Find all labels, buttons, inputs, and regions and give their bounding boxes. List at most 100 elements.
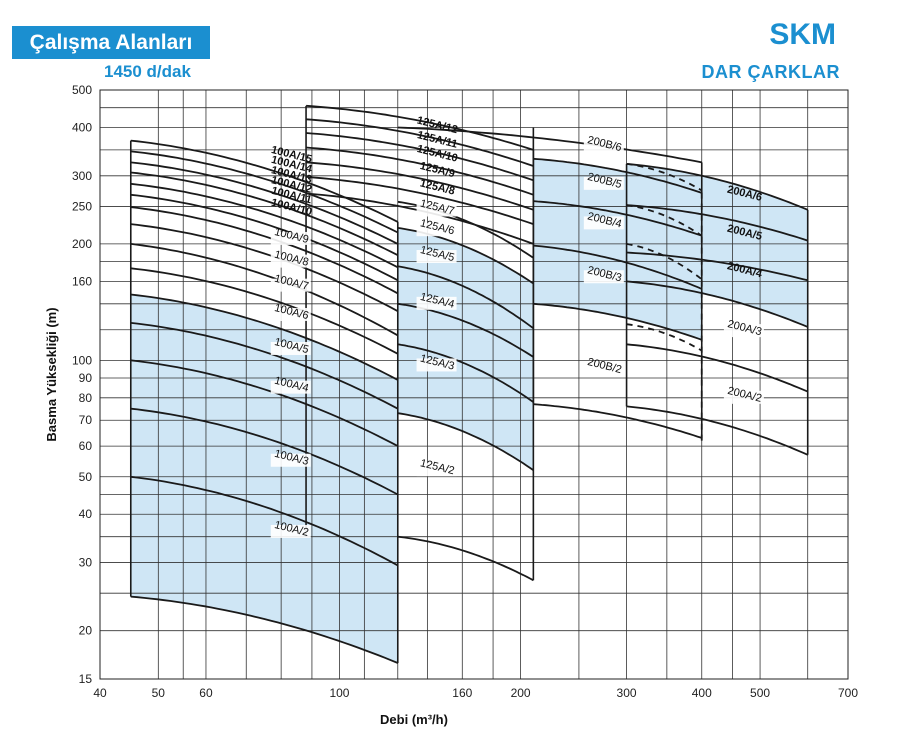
label-backdrop bbox=[270, 380, 311, 394]
label-backdrop bbox=[270, 231, 311, 245]
curve-200b-3 bbox=[533, 302, 703, 341]
curve-200a-1 bbox=[626, 405, 809, 456]
y-tick-label: 20 bbox=[79, 624, 93, 638]
y-tick-label: 100 bbox=[72, 353, 92, 367]
label-backdrop bbox=[270, 453, 311, 467]
curve-125a-1 bbox=[397, 412, 534, 471]
y-tick-label: 70 bbox=[79, 413, 93, 427]
y-tick-label: 500 bbox=[72, 83, 92, 97]
curve-125a-2 bbox=[397, 343, 534, 403]
label-backdrop bbox=[583, 361, 624, 375]
curve-100a-8 bbox=[130, 223, 399, 312]
curve-200b-4 bbox=[533, 244, 703, 290]
dashed-curve bbox=[626, 163, 703, 192]
curve-125a-11 bbox=[306, 132, 534, 182]
curve-100a-15 bbox=[130, 139, 399, 223]
curve-200a-3 bbox=[626, 280, 809, 328]
label-backdrop bbox=[583, 216, 624, 230]
axes: Debi (m³/h) Basma Yüksekliği (m) 40 50 60 1… bbox=[44, 83, 858, 727]
label-backdrop bbox=[270, 278, 311, 292]
y-axis-title: Basma Yüksekliği (m) bbox=[44, 307, 59, 441]
curve-100a-1 bbox=[130, 475, 399, 567]
curve-200b-5 bbox=[533, 200, 703, 237]
label-backdrop bbox=[723, 390, 764, 404]
label-backdrop bbox=[583, 176, 624, 190]
curve-125a-10 bbox=[306, 146, 534, 196]
y-tick-label: 250 bbox=[72, 199, 92, 213]
x-tick-label: 200 bbox=[511, 686, 531, 700]
curve-100a-11 bbox=[130, 182, 399, 269]
label-backdrop bbox=[270, 341, 311, 355]
dashed-curve bbox=[626, 323, 703, 352]
x-axis-title: Debi (m³/h) bbox=[380, 712, 448, 727]
y-tick-label: 40 bbox=[79, 507, 93, 521]
x-tick-label: 100 bbox=[329, 686, 349, 700]
curve-200a-6 bbox=[626, 163, 809, 211]
y-tick-label: 15 bbox=[79, 672, 93, 686]
y-tick-label: 400 bbox=[72, 120, 92, 134]
shaded-region-1 bbox=[130, 294, 398, 663]
pump-curves bbox=[129, 104, 809, 664]
curve-100a-4 bbox=[130, 322, 399, 410]
label-backdrop bbox=[416, 203, 457, 217]
shaded-region-2 bbox=[397, 227, 534, 471]
chart-title: Çalışma Alanları bbox=[29, 31, 193, 54]
curve-125a-12 bbox=[306, 118, 534, 167]
grid bbox=[99, 89, 849, 680]
curve-125a-8 bbox=[306, 176, 534, 225]
y-tick-label: 80 bbox=[79, 391, 93, 405]
curve-100a-0 bbox=[130, 595, 399, 664]
curve-100a-10 bbox=[130, 193, 399, 282]
curve-200b-2 bbox=[533, 403, 703, 439]
label-backdrop bbox=[416, 463, 457, 477]
curve-100a-12 bbox=[130, 171, 399, 257]
label-backdrop bbox=[270, 524, 311, 538]
x-tick-label: 500 bbox=[750, 686, 770, 700]
label-backdrop bbox=[416, 358, 457, 372]
dashed-curve bbox=[626, 243, 703, 281]
x-tick-label: 50 bbox=[152, 686, 166, 700]
y-tick-label: 60 bbox=[79, 439, 93, 453]
curve-125a-0 bbox=[397, 535, 534, 582]
curve-labels: 100A/15100A/14100A/13100A/12100A/11100A/… bbox=[270, 115, 764, 540]
label-backdrop bbox=[583, 140, 624, 154]
label-backdrop bbox=[270, 307, 311, 321]
brand-label: SKM bbox=[769, 18, 836, 51]
curve-200b-6 bbox=[533, 157, 703, 194]
y-tick-label: 50 bbox=[79, 470, 93, 484]
plot-frame bbox=[99, 89, 849, 680]
curve-125a-4 bbox=[397, 265, 534, 330]
curve-100a-13 bbox=[130, 161, 399, 245]
speed-label: 1450 d/dak bbox=[104, 62, 191, 81]
dashed-curve bbox=[626, 204, 703, 237]
curve-100a-2 bbox=[130, 407, 399, 496]
label-backdrop bbox=[270, 254, 311, 268]
x-tick-label: 60 bbox=[199, 686, 213, 700]
curve-100a-7 bbox=[130, 243, 399, 337]
curve-200b-7 bbox=[397, 126, 702, 164]
x-tick-label: 300 bbox=[617, 686, 637, 700]
curve-200a-4 bbox=[626, 251, 808, 282]
label-backdrop bbox=[416, 223, 457, 237]
y-tick-label: 200 bbox=[72, 237, 92, 251]
label-backdrop bbox=[723, 324, 764, 338]
x-tick-label: 40 bbox=[93, 686, 107, 700]
curve-125a-13 bbox=[306, 104, 534, 151]
x-tick-label: 160 bbox=[452, 686, 472, 700]
curve-100a-3 bbox=[130, 359, 399, 447]
shaded-region-4 bbox=[626, 163, 808, 327]
curve-100a-14 bbox=[130, 150, 399, 234]
y-tick-label: 90 bbox=[79, 371, 93, 385]
subbrand-label: DAR ÇARKLAR bbox=[701, 62, 840, 82]
curve-200a-2 bbox=[626, 343, 809, 393]
curve-125a-9 bbox=[306, 161, 534, 211]
x-tick-label: 700 bbox=[838, 686, 858, 700]
chart-title-badge: Çalışma Alanları bbox=[12, 26, 210, 59]
curve-200a-5 bbox=[626, 204, 808, 242]
x-tick-label: 400 bbox=[692, 686, 712, 700]
y-tick-label: 300 bbox=[72, 169, 92, 183]
curve-100a-6 bbox=[130, 267, 399, 355]
y-tick-label: 30 bbox=[79, 556, 93, 570]
label-backdrop bbox=[416, 296, 457, 310]
